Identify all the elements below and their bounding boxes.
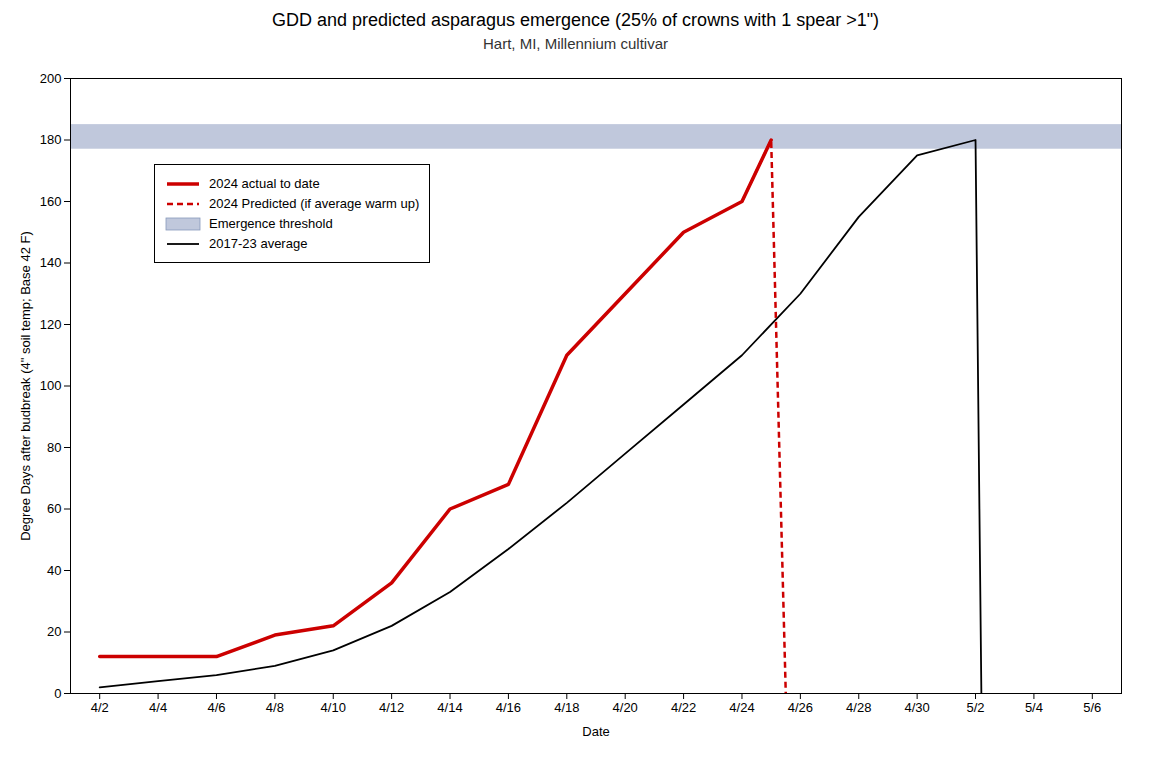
svg-text:4/16: 4/16 [496,700,521,715]
svg-text:Degree Days after budbreak (4": Degree Days after budbreak (4" soil temp… [18,231,33,541]
html-text:2024 actual to date: 2024 actual to date [209,176,320,192]
svg-text:80: 80 [47,440,61,455]
svg-text:160: 160 [40,194,62,209]
svg-text:4/22: 4/22 [671,700,696,715]
svg-text:4/24: 4/24 [729,700,754,715]
svg-text:4/20: 4/20 [613,700,638,715]
svg-text:4/14: 4/14 [437,700,462,715]
svg-text:4/2: 4/2 [91,700,109,715]
html-text:Emergence threshold: Emergence threshold [209,216,333,232]
html-text:2024 Predicted (if average war: 2024 Predicted (if average warm up) [209,196,420,212]
svg-text:4/18: 4/18 [554,700,579,715]
svg-text:4/12: 4/12 [379,700,404,715]
svg-text:120: 120 [40,317,62,332]
svg-text:200: 200 [40,71,62,86]
svg-text:4/30: 4/30 [904,700,929,715]
svg-text:20: 20 [47,624,61,639]
svg-text:5/4: 5/4 [1025,700,1043,715]
html-text:GDD and predicted asparagus em: GDD and predicted asparagus emergence (2… [271,10,880,30]
svg-text:4/26: 4/26 [788,700,813,715]
svg-text:4/6: 4/6 [207,700,225,715]
svg-text:40: 40 [47,563,61,578]
svg-text:4/10: 4/10 [321,700,346,715]
svg-text:4/28: 4/28 [846,700,871,715]
svg-text:0: 0 [54,686,61,701]
svg-text:5/6: 5/6 [1083,700,1101,715]
html-text:2017-23 average: 2017-23 average [209,236,308,252]
html-text:Hart, MI, Millennium cultivar: Hart, MI, Millennium cultivar [483,35,668,52]
svg-text:Date: Date [582,724,609,739]
svg-text:140: 140 [40,255,62,270]
svg-text:4/8: 4/8 [266,700,284,715]
svg-text:4/4: 4/4 [149,700,167,715]
svg-text:5/2: 5/2 [966,700,984,715]
svg-text:60: 60 [47,501,61,516]
svg-text:180: 180 [40,132,62,147]
svg-text:100: 100 [40,378,62,393]
